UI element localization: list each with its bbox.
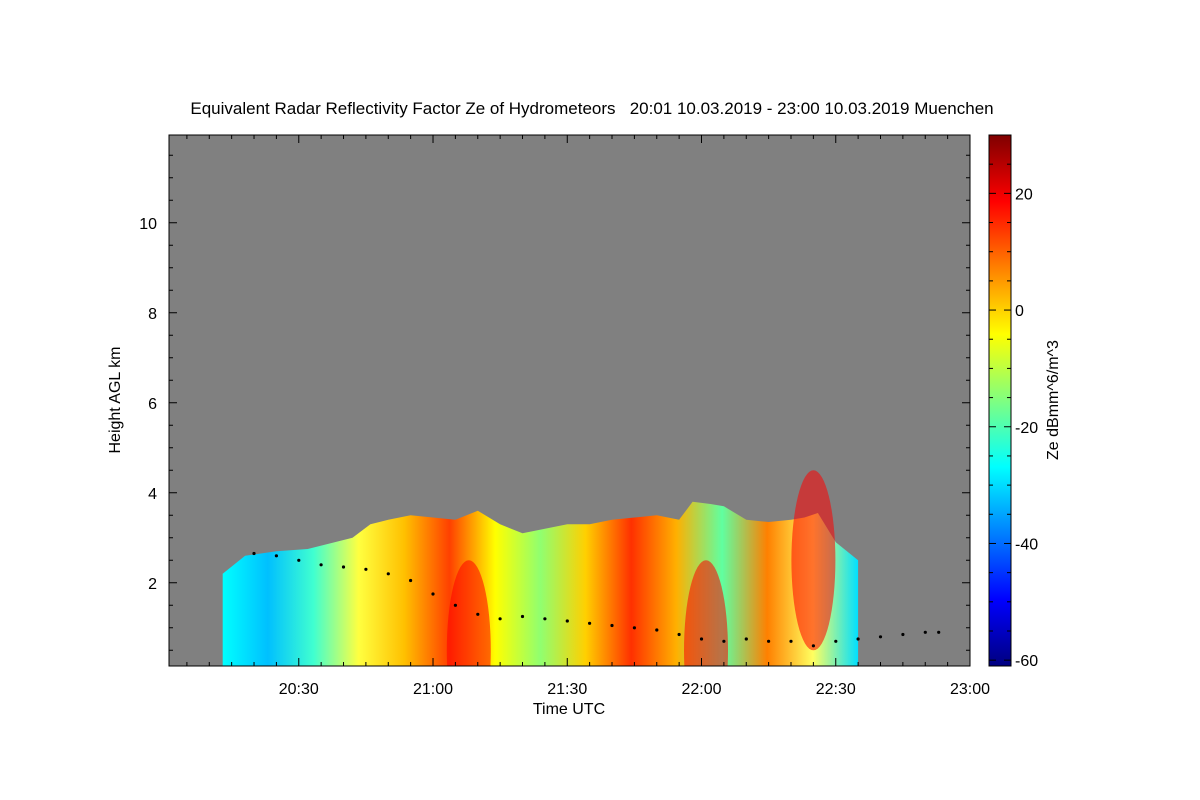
melting-layer-point bbox=[297, 558, 301, 562]
melting-layer-point bbox=[520, 614, 525, 619]
colorbar-tick-label: -40 bbox=[1015, 536, 1038, 553]
x-tick-label: 22:30 bbox=[816, 681, 856, 698]
melting-layer-point bbox=[364, 567, 368, 571]
melting-layer-point bbox=[655, 628, 659, 632]
melting-layer-point bbox=[856, 637, 860, 641]
melting-layer-point bbox=[767, 639, 771, 643]
melting-layer-point bbox=[543, 617, 547, 621]
reflectivity-peak bbox=[791, 470, 836, 651]
melting-layer-point bbox=[453, 603, 457, 607]
melting-layer-point bbox=[789, 639, 793, 643]
colorbar-tick-label: 0 bbox=[1015, 303, 1024, 320]
melting-layer-point bbox=[811, 644, 816, 648]
melting-layer-point bbox=[923, 630, 927, 634]
plot-frame bbox=[168, 134, 971, 667]
x-tick-label: 21:30 bbox=[547, 681, 587, 698]
colorbar-label: Ze dBmm^6/m^3 bbox=[1045, 340, 1062, 460]
melting-layer-point bbox=[386, 572, 390, 576]
melting-layer-point bbox=[610, 623, 614, 628]
melting-layer-points bbox=[252, 551, 941, 648]
y-tick-label: 10 bbox=[139, 216, 157, 233]
x-axis: 20:30 21:00 21:30 22:00 22:30 23:00 bbox=[186, 135, 990, 698]
melting-layer-point bbox=[498, 617, 502, 621]
chart-title: Equivalent Radar Reflectivity Factor Ze … bbox=[190, 99, 993, 118]
y-tick-label: 2 bbox=[148, 576, 157, 593]
y-axis-label: Height AGL km bbox=[107, 346, 124, 453]
x-tick-label: 23:00 bbox=[950, 681, 990, 698]
melting-layer-point bbox=[319, 563, 323, 567]
colorbar-tick-label: 20 bbox=[1015, 186, 1033, 203]
melting-layer-point bbox=[409, 578, 413, 583]
melting-layer-point bbox=[699, 637, 704, 641]
melting-layer-point bbox=[588, 621, 592, 625]
colorbar-tick-label: -20 bbox=[1015, 420, 1038, 437]
y-tick-label: 6 bbox=[148, 396, 157, 413]
reflectivity-peak bbox=[446, 560, 491, 666]
melting-layer-point bbox=[274, 554, 278, 558]
x-tick-label: 20:30 bbox=[279, 681, 319, 698]
reflectivity-peak bbox=[684, 560, 728, 666]
melting-layer-point bbox=[878, 635, 883, 639]
x-axis-label: Time UTC bbox=[533, 701, 605, 718]
colorbar-tick-label: -60 bbox=[1015, 653, 1038, 670]
melting-layer-point bbox=[476, 612, 480, 616]
melting-layer-point bbox=[677, 632, 681, 637]
melting-layer-point bbox=[937, 630, 941, 634]
colorbar-axis: -60 -40 -20 0 20 bbox=[989, 134, 1038, 670]
x-tick-label: 21:00 bbox=[413, 681, 453, 698]
melting-layer-point bbox=[431, 592, 435, 596]
melting-layer-point bbox=[565, 619, 569, 623]
colorbar bbox=[988, 134, 1012, 667]
melting-layer-point bbox=[834, 639, 838, 643]
melting-layer-point bbox=[252, 551, 256, 556]
x-tick-label: 22:00 bbox=[681, 681, 721, 698]
melting-layer-point bbox=[632, 626, 637, 630]
y-tick-label: 8 bbox=[148, 306, 157, 323]
y-axis: 2 4 6 8 10 bbox=[139, 154, 970, 651]
y-tick-label: 4 bbox=[148, 486, 157, 503]
melting-layer-point bbox=[722, 639, 726, 643]
melting-layer-point bbox=[341, 565, 346, 569]
echo-layer bbox=[222, 470, 859, 666]
melting-layer-point bbox=[901, 632, 905, 637]
melting-layer-point bbox=[744, 637, 748, 641]
